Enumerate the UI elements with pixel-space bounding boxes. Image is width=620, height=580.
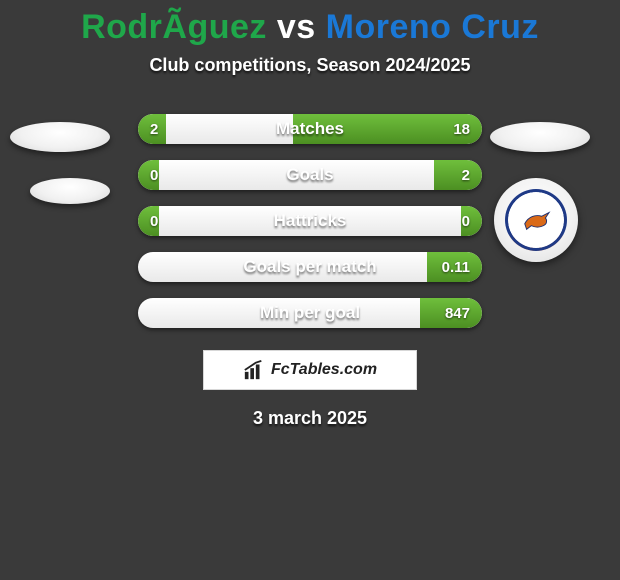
stat-label: Goals: [138, 160, 482, 190]
stat-row: 2 Matches 18: [138, 114, 482, 144]
stat-value-right: 2: [462, 160, 470, 190]
player-left-name: RodrÃ­guez: [81, 8, 267, 46]
stat-row: Goals per match 0.11: [138, 252, 482, 282]
stat-label: Matches: [138, 114, 482, 144]
page-title: RodrÃ­guez vs Moreno Cruz: [0, 8, 620, 47]
vs-text: vs: [277, 8, 316, 46]
stat-label: Goals per match: [138, 252, 482, 282]
roadrunner-icon: [521, 205, 551, 235]
club-logo-left-2: [30, 178, 110, 204]
club-badge-right: [494, 178, 578, 262]
club-badge-inner: [505, 189, 567, 251]
bars-icon: [243, 359, 265, 381]
stat-row: 0 Goals 2: [138, 160, 482, 190]
stats-list: 2 Matches 18 0 Goals 2 0 Hattricks 0 Goa…: [138, 114, 482, 328]
stat-value-right: 0.11: [442, 252, 470, 282]
stat-label: Min per goal: [138, 298, 482, 328]
stat-row: 0 Hattricks 0: [138, 206, 482, 236]
player-right-name: Moreno Cruz: [326, 8, 539, 46]
stat-value-right: 0: [462, 206, 470, 236]
club-logo-right-1: [490, 122, 590, 152]
comparison-card: RodrÃ­guez vs Moreno Cruz Club competiti…: [0, 0, 620, 429]
stat-value-right: 847: [445, 298, 470, 328]
subtitle-text: Club competitions, Season 2024/2025: [0, 55, 620, 76]
club-logo-left-1: [10, 122, 110, 152]
stat-row: Min per goal 847: [138, 298, 482, 328]
brand-text: FcTables.com: [271, 361, 377, 379]
date-text: 3 march 2025: [0, 408, 620, 429]
stat-label: Hattricks: [138, 206, 482, 236]
stat-value-right: 18: [453, 114, 470, 144]
brand-badge[interactable]: FcTables.com: [203, 350, 417, 390]
